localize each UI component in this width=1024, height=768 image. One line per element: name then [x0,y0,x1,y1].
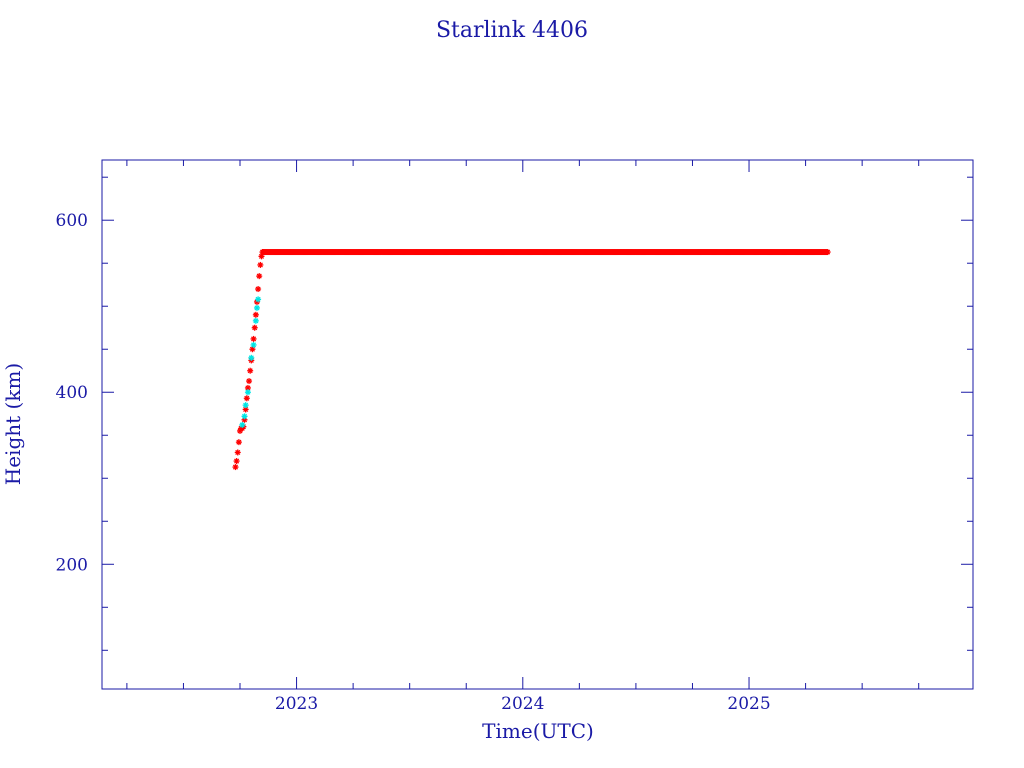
data-point-stroke [246,378,252,384]
data-point-stroke [239,422,245,428]
data-point [247,367,254,374]
data-point-stroke [247,368,253,374]
x-axis-label: Time(UTC) [482,719,594,743]
data-point-stroke [255,296,261,302]
x-tick-label: 2023 [275,694,318,714]
data-point [251,324,258,331]
data-point-stroke [256,273,262,279]
data-point-stroke [254,305,260,311]
data-point [252,311,259,318]
data-point [239,421,246,428]
data-point-stroke [243,406,249,413]
data-point [250,335,257,342]
chart-title: Starlink 4406 [436,18,588,43]
data-point-stroke [244,395,250,401]
data-point [256,273,263,280]
data-point [252,317,259,324]
y-tick-label: 400 [56,383,88,403]
data-point-stroke [253,318,259,324]
data-point [257,261,264,268]
data-point [243,395,250,402]
data-point-stroke [243,402,249,408]
data-point-stroke [255,286,261,292]
data-point [242,402,249,409]
data-point [249,346,256,353]
data-point-stroke [241,413,248,419]
data-point-stroke [232,464,239,470]
data-point-stroke [234,458,240,464]
plot-frame [101,159,974,690]
x-tick-label: 2025 [727,694,770,714]
axis-ticks [102,160,973,689]
data-point-stroke [257,262,263,268]
data-point [250,341,257,348]
data-point-stroke [251,336,257,342]
data-points [232,249,831,471]
data-point [246,378,253,385]
data-point [233,458,240,465]
data-point [232,464,239,471]
data-point [253,304,260,311]
data-point [244,384,251,391]
data-point-stroke [253,312,259,318]
data-point-stroke [245,385,251,391]
data-point [234,449,241,456]
data-point-stroke [251,342,257,348]
data-point-stroke [235,449,241,456]
data-point [241,413,248,420]
y-tick-label: 200 [56,555,88,575]
y-axis-label: Height (km) [1,363,25,485]
data-point [244,389,251,396]
data-point-stroke [825,249,831,255]
data-point-stroke [248,355,254,361]
data-point [255,296,262,303]
data-point-stroke [245,389,251,395]
data-point [235,439,242,446]
data-point [255,286,262,293]
data-point [824,249,831,256]
data-point-stroke [236,439,242,445]
y-tick-label: 600 [56,211,88,231]
tick-labels: 200 400 600 2023 2024 2025 [56,211,771,714]
data-point-stroke [252,325,258,331]
data-point [248,354,255,361]
x-tick-label: 2024 [501,694,544,714]
